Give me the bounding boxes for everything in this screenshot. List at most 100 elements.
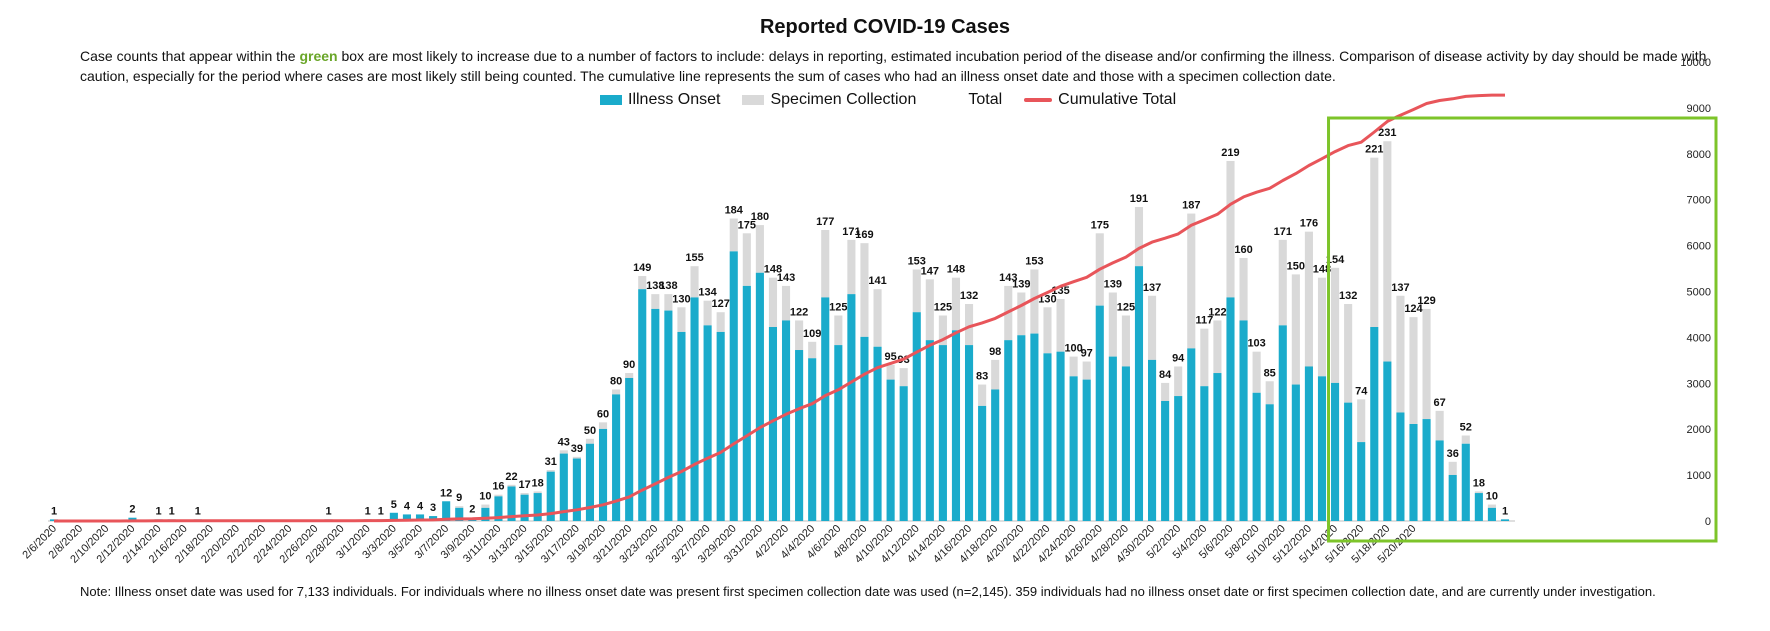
chart-title: Reported COVID-19 Cases	[759, 16, 1011, 38]
chart-legend: Illness Onset Specimen Collection Total …	[600, 90, 1176, 110]
bar-data-label: 219	[1221, 147, 1239, 159]
bar-data-label: 175	[1091, 219, 1109, 231]
bar-illness-onset	[768, 327, 778, 521]
bar-data-label: 2	[129, 504, 135, 516]
y-right-tick-label: 2000	[1687, 424, 1711, 436]
bar-specimen-collection	[625, 373, 634, 378]
bar-illness-onset	[1174, 396, 1183, 521]
bar-data-label: 67	[1434, 397, 1446, 409]
bar-specimen-collection	[978, 384, 987, 406]
bar-illness-onset	[1069, 376, 1078, 521]
bar-data-label: 125	[934, 302, 952, 314]
bar-data-label: 12	[440, 487, 452, 499]
bar-specimen-collection	[899, 368, 908, 387]
bar-specimen-collection	[1461, 435, 1470, 444]
bar-illness-onset	[703, 325, 712, 521]
bar-data-label: 109	[803, 328, 821, 340]
bar-specimen-collection	[1161, 382, 1170, 401]
description-green-word: green	[299, 48, 338, 64]
bar-specimen-collection	[912, 269, 921, 313]
legend-item-illness-onset: Illness Onset	[600, 91, 720, 109]
bar-data-label: 175	[738, 219, 756, 231]
bar-illness-onset	[1095, 305, 1104, 521]
bar-data-label: 50	[584, 425, 596, 437]
bar-data-label: 90	[623, 359, 635, 371]
bar-illness-onset	[1331, 382, 1340, 521]
bar-specimen-collection	[808, 341, 817, 359]
bar-specimen-collection	[938, 315, 947, 346]
bar-specimen-collection	[1291, 274, 1300, 385]
bar-specimen-collection	[1187, 213, 1196, 349]
bar-data-label: 176	[1300, 218, 1318, 230]
bar-specimen-collection	[886, 364, 895, 380]
bar-data-label: 1	[195, 505, 201, 517]
bar-illness-onset	[1226, 297, 1235, 521]
bar-specimen-collection	[1331, 267, 1340, 383]
bar-illness-onset	[1134, 266, 1144, 521]
bar-specimen-collection	[834, 315, 843, 346]
bar-data-label: 125	[829, 302, 847, 314]
description-part1: Case counts that appear within the	[80, 48, 300, 64]
bar-data-label: 1	[378, 505, 384, 517]
bar-illness-onset	[559, 453, 568, 521]
bar-data-label: 9	[456, 492, 462, 504]
y-right-tick-label: 6000	[1687, 241, 1711, 253]
bar-illness-onset	[572, 458, 581, 521]
bar-data-label: 103	[1247, 338, 1265, 350]
bar-specimen-collection	[925, 279, 934, 341]
bar-specimen-collection	[520, 493, 529, 495]
bar-specimen-collection	[991, 359, 1000, 390]
bar-specimen-collection	[1422, 308, 1431, 420]
bar-specimen-collection	[847, 239, 856, 295]
bar-specimen-collection	[1121, 315, 1130, 367]
bar-data-label: 139	[1104, 278, 1122, 290]
bar-data-label: 60	[597, 408, 609, 420]
bar-illness-onset	[625, 377, 634, 521]
bar-data-label: 132	[960, 290, 978, 302]
bar-data-label: 16	[492, 481, 504, 493]
bar-illness-onset	[1474, 493, 1483, 521]
bar-illness-onset	[951, 330, 961, 521]
bar-specimen-collection	[1278, 239, 1287, 326]
bar-illness-onset	[1278, 325, 1287, 521]
bar-illness-onset	[546, 471, 555, 521]
bar-specimen-collection	[768, 277, 778, 328]
legend-label-total: Total	[968, 91, 1003, 108]
bar-illness-onset	[899, 386, 908, 521]
bar-illness-onset	[638, 289, 647, 521]
bar-specimen-collection	[690, 266, 699, 298]
bar-illness-onset	[1252, 392, 1261, 521]
bar-data-label: 1	[169, 505, 175, 517]
bar-illness-onset	[1291, 384, 1300, 521]
bar-illness-onset	[690, 297, 699, 521]
bar-specimen-collection	[1069, 356, 1078, 377]
bar-data-label: 148	[947, 264, 965, 276]
bar-data-label: 18	[532, 477, 544, 489]
bar-specimen-collection	[1134, 206, 1144, 267]
bar-data-label: 127	[711, 298, 729, 310]
bar-illness-onset	[964, 345, 974, 521]
bar-specimen-collection	[1448, 461, 1457, 475]
bar-illness-onset	[1448, 474, 1457, 521]
bar-illness-onset	[598, 428, 608, 521]
bar-data-label: 4	[404, 500, 411, 512]
legend-item-cumulative-total: Cumulative Total	[1024, 91, 1176, 109]
bar-specimen-collection	[1396, 295, 1405, 413]
bar-illness-onset	[1004, 340, 1013, 521]
bar-illness-onset	[1161, 400, 1170, 521]
bar-specimen-collection	[964, 303, 974, 346]
bar-data-label: 137	[1391, 282, 1409, 294]
y-right-tick-label: 7000	[1687, 195, 1711, 207]
bar-data-label: 134	[698, 287, 717, 299]
bar-data-label: 5	[391, 499, 397, 511]
bar-illness-onset	[612, 394, 621, 521]
bar-illness-onset	[1500, 519, 1510, 521]
bar-specimen-collection	[1383, 141, 1392, 362]
bar-specimen-collection	[1239, 257, 1248, 321]
bar-illness-onset	[1396, 412, 1405, 521]
bar-data-label: 153	[908, 255, 926, 267]
y-right-tick-label: 5000	[1687, 287, 1711, 299]
bar-illness-onset	[912, 312, 921, 521]
bar-data-label: 1	[51, 505, 57, 517]
bar-specimen-collection	[455, 506, 464, 508]
